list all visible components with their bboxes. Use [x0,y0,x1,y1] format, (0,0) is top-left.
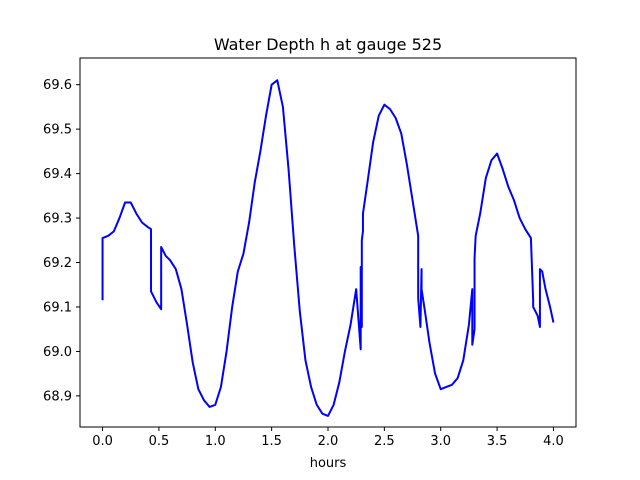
y-tick-label: 69.3 [43,212,72,227]
y-tick-label: 69.4 [43,167,72,182]
y-tick-label: 69.6 [43,78,72,93]
x-tick-label: 0.5 [149,434,170,449]
x-tick-label: 3.5 [487,434,508,449]
x-axis-label: hours [310,456,347,471]
y-tick-label: 69.1 [43,300,72,315]
x-tick-label: 2.5 [374,434,395,449]
x-tick-label: 1.0 [205,434,226,449]
series-line [101,79,555,417]
x-tick-label: 3.0 [430,434,451,449]
y-tick-label: 69.0 [43,345,72,360]
y-axis: 68.9 69.0 69.1 69.2 69.3 69.4 69.5 69.6 [43,78,80,404]
x-axis: 0.0 0.5 1.0 1.5 2.0 2.5 3.0 3.5 4.0 [92,427,564,449]
x-tick-label: 2.0 [318,434,339,449]
chart-title: Water Depth h at gauge 525 [214,35,442,54]
y-tick-label: 69.5 [43,123,72,138]
x-tick-label: 0.0 [92,434,113,449]
x-tick-label: 1.5 [261,434,282,449]
y-tick-label: 69.2 [43,256,72,271]
y-tick-label: 68.9 [43,389,72,404]
x-tick-label: 4.0 [543,434,564,449]
plot-area [101,79,555,417]
